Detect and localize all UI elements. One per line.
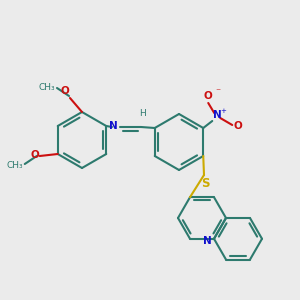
Text: H: H [139, 109, 145, 118]
Text: CH₃: CH₃ [6, 160, 23, 169]
Text: N: N [109, 121, 118, 131]
Text: O: O [233, 121, 242, 131]
Text: S: S [201, 177, 209, 190]
Text: O: O [30, 150, 39, 160]
Text: ⁻: ⁻ [215, 87, 220, 97]
Text: O: O [204, 91, 213, 101]
Text: N: N [213, 110, 222, 120]
Text: O: O [60, 86, 69, 96]
Text: CH₃: CH₃ [38, 82, 55, 91]
Text: N: N [203, 236, 212, 246]
Text: +: + [220, 108, 226, 114]
